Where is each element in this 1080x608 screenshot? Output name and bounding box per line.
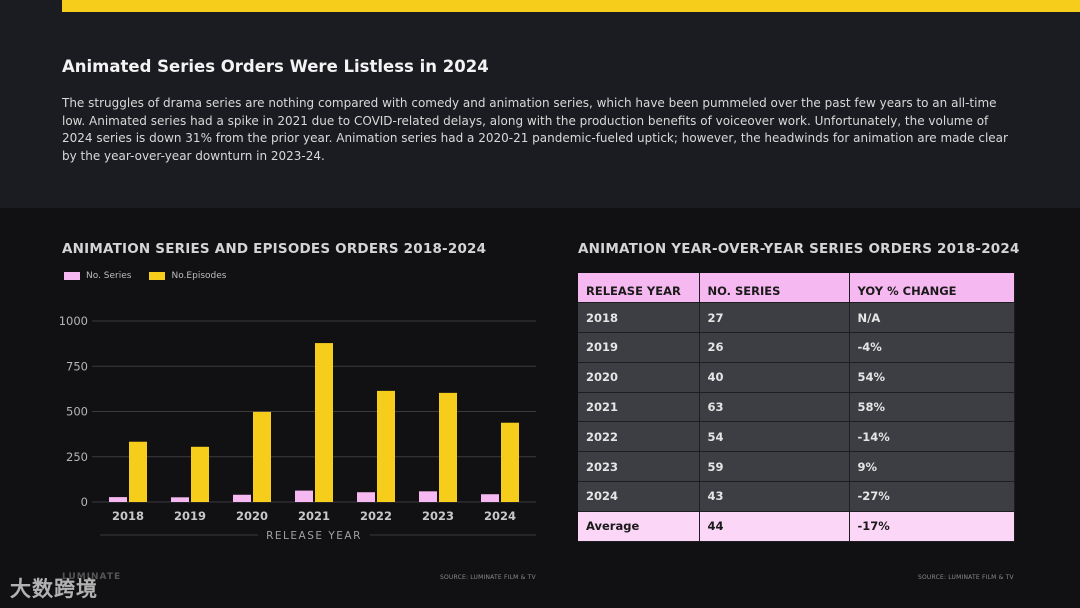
y-tick-label: 0 <box>81 495 88 509</box>
yoy-table: RELEASE YEAR NO. SERIES YOY % CHANGE 201… <box>578 273 1015 542</box>
table-row: 2019 26 -4% <box>578 332 1015 363</box>
bar-series-2020 <box>233 494 251 502</box>
cell-no-series: 63 <box>699 392 850 423</box>
table-row: 2021 63 58% <box>578 392 1015 423</box>
top-accent-bar <box>62 0 1080 12</box>
cell-average-label: Average <box>578 511 700 542</box>
y-tick-label: 500 <box>66 405 88 419</box>
cell-average-change: -17% <box>849 511 1015 542</box>
header-release-year: RELEASE YEAR <box>578 273 700 304</box>
table-title: ANIMATION YEAR-OVER-YEAR SERIES ORDERS 2… <box>578 241 1020 257</box>
cell-yoy-change: 9% <box>849 451 1015 483</box>
header-yoy-change: YOY % CHANGE <box>849 273 1015 304</box>
chart-legend: No. Series No.Episodes <box>64 271 226 281</box>
intro-panel: Animated Series Orders Were Listless in … <box>0 0 1080 208</box>
x-tick-label: 2023 <box>422 509 454 523</box>
table-row: 2020 40 54% <box>578 362 1015 393</box>
watermark-logo: 大数跨境 <box>10 577 98 601</box>
table-average-row: Average 44 -17% <box>578 511 1015 542</box>
x-tick-label: 2022 <box>360 509 392 523</box>
cell-release-year: 2018 <box>578 302 700 334</box>
cell-release-year: 2020 <box>578 362 700 393</box>
cell-yoy-change: -4% <box>849 332 1015 363</box>
legend-label-episodes: No.Episodes <box>171 271 227 281</box>
bar-series-2022 <box>357 492 375 502</box>
bar-series-2018 <box>109 497 127 502</box>
table-row: 2024 43 -27% <box>578 481 1015 512</box>
legend-label-series: No. Series <box>86 271 132 281</box>
bar-series-2024 <box>481 494 499 502</box>
cell-no-series: 43 <box>699 481 850 512</box>
chart-title: ANIMATION SERIES AND EPISODES ORDERS 201… <box>62 241 487 257</box>
bar-episodes-2022 <box>377 390 395 502</box>
x-axis-title: RELEASE YEAR <box>266 530 362 542</box>
bar-episodes-2024 <box>501 422 519 502</box>
table-row: 2022 54 -14% <box>578 421 1015 453</box>
cell-release-year: 2019 <box>578 332 700 363</box>
cell-yoy-change: N/A <box>849 302 1015 334</box>
y-tick-label: 250 <box>66 450 88 464</box>
header-no-series: NO. SERIES <box>699 273 850 304</box>
cell-release-year: 2021 <box>578 392 700 423</box>
cell-yoy-change: -14% <box>849 421 1015 453</box>
intro-body: The struggles of drama series are nothin… <box>62 96 1008 163</box>
chart-source: SOURCE: LUMINATE FILM & TV <box>440 574 536 581</box>
brand-logo: LUMINATE <box>62 572 122 582</box>
bar-series-2023 <box>419 491 437 502</box>
bar-chart: 0 250 500 750 1000 2018 2019 2020 2021 2022 2023 20… <box>59 314 536 542</box>
cell-no-series: 54 <box>699 421 850 453</box>
y-tick-label: 1000 <box>59 314 88 328</box>
cell-no-series: 59 <box>699 451 850 483</box>
bar-series-2019 <box>171 497 189 502</box>
x-tick-label: 2024 <box>484 509 516 523</box>
bar-episodes-2021 <box>315 343 333 502</box>
bar-episodes-2018 <box>129 441 147 502</box>
intro-title: Animated Series Orders Were Listless in … <box>62 57 489 76</box>
cell-release-year: 2022 <box>578 421 700 453</box>
bar-episodes-2020 <box>253 411 271 502</box>
cell-no-series: 40 <box>699 362 850 393</box>
cell-no-series: 27 <box>699 302 850 334</box>
bar-series-2021 <box>295 490 313 502</box>
legend-item-series: No. Series <box>64 271 131 281</box>
table-row: 2023 59 9% <box>578 451 1015 483</box>
cell-yoy-change: -27% <box>849 481 1015 512</box>
legend-swatch-episodes <box>149 272 166 280</box>
cell-yoy-change: 54% <box>849 362 1015 393</box>
legend-item-episodes: No.Episodes <box>149 271 226 281</box>
cell-release-year: 2024 <box>578 481 700 512</box>
bar-episodes-2023 <box>439 392 457 502</box>
legend-swatch-series <box>64 272 80 280</box>
y-tick-label: 750 <box>66 359 88 373</box>
x-tick-label: 2020 <box>236 509 268 523</box>
x-tick-label: 2019 <box>174 509 206 523</box>
cell-release-year: 2023 <box>578 451 700 483</box>
x-tick-label: 2021 <box>298 509 330 523</box>
cell-no-series: 26 <box>699 332 850 363</box>
table-row: 2018 27 N/A <box>578 302 1015 334</box>
x-tick-label: 2018 <box>112 509 144 523</box>
bar-episodes-2019 <box>191 446 209 502</box>
cell-yoy-change: 58% <box>849 392 1015 423</box>
table-source: SOURCE: LUMINATE FILM & TV <box>918 574 1014 581</box>
cell-average-series: 44 <box>699 511 850 542</box>
table-header-row: RELEASE YEAR NO. SERIES YOY % CHANGE <box>578 273 1015 304</box>
